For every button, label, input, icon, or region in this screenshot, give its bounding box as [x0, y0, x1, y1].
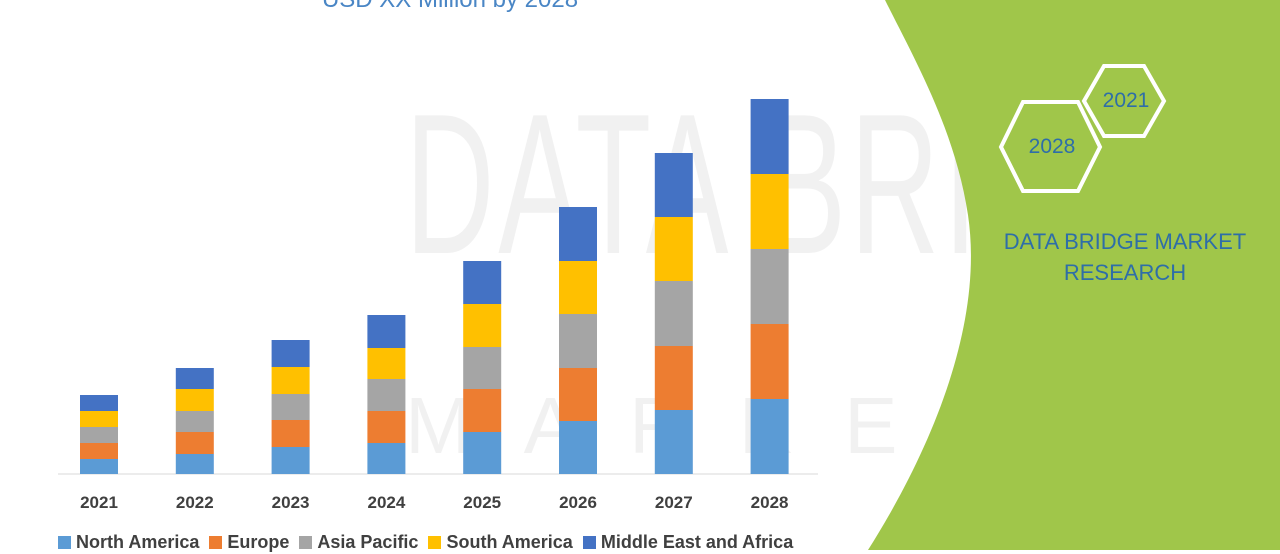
bar-europe-2023 [271, 420, 310, 447]
x-tick-label: 2023 [272, 493, 310, 512]
bar-europe-2028 [750, 324, 789, 399]
legend-item: Asia Pacific [299, 532, 418, 553]
hexagon-label-2021: 2021 [1102, 89, 1150, 112]
bar-south-america-2022 [175, 389, 214, 411]
bar-north-america-2023 [271, 447, 310, 474]
legend-label: Europe [227, 531, 290, 552]
bar-north-america-2025 [463, 432, 502, 474]
chart-legend: North America Europe Asia Pacific South Ame… [58, 530, 803, 554]
bar-asia-pacific-2027 [654, 281, 693, 346]
x-tick-label: 2024 [367, 493, 405, 512]
x-tick-label: 2028 [751, 493, 789, 512]
bar-south-america-2023 [271, 367, 310, 394]
legend-item: North America [58, 532, 199, 553]
bar-south-america-2027 [654, 217, 693, 281]
bar-north-america-2026 [559, 421, 597, 474]
bar-north-america-2022 [175, 454, 214, 474]
bar-middle-east-and-africa-2026 [559, 207, 597, 261]
legend-swatch [299, 535, 313, 549]
bar-south-america-2025 [463, 304, 502, 347]
bar-middle-east-and-africa-2027 [654, 153, 693, 217]
x-tick-label: 2021 [80, 493, 118, 512]
brand-name-line1: DATA BRIDGE MARKET [1003, 229, 1247, 254]
hexagon-2021 [1081, 64, 1167, 138]
bar-asia-pacific-2023 [271, 394, 310, 420]
bar-middle-east-and-africa-2023 [271, 340, 310, 367]
legend-label: North America [76, 531, 200, 552]
bar-asia-pacific-2022 [175, 411, 214, 432]
legend-item: Middle East and Africa [582, 531, 794, 553]
legend-item: South America [428, 531, 573, 553]
bar-europe-2026 [559, 368, 597, 421]
bar-europe-2025 [463, 389, 502, 432]
x-tick-label: 2025 [463, 493, 501, 512]
bar-middle-east-and-africa-2022 [175, 368, 214, 389]
bar-asia-pacific-2024 [367, 379, 406, 411]
bar-asia-pacific-2028 [750, 249, 789, 324]
brand-name: DATA BRIDGE MARKET RESEARCH [985, 226, 1265, 288]
bar-asia-pacific-2021 [80, 427, 118, 443]
bar-europe-2027 [654, 346, 693, 410]
bar-middle-east-and-africa-2024 [367, 315, 406, 348]
legend-item: Europe [209, 532, 289, 553]
bar-south-america-2026 [559, 261, 597, 314]
chart-title: USD XX Million by 2028 [200, 0, 700, 14]
bar-middle-east-and-africa-2021 [80, 395, 118, 411]
x-tick-label: 2026 [559, 493, 597, 512]
legend-swatch [582, 535, 596, 549]
x-tick-label: 2027 [655, 493, 693, 512]
legend-label: South America [446, 531, 573, 552]
bar-middle-east-and-africa-2025 [463, 261, 502, 304]
bar-europe-2022 [175, 432, 214, 454]
x-tick-label: 2022 [176, 493, 214, 512]
bar-south-america-2024 [367, 348, 406, 379]
bar-south-america-2021 [80, 411, 118, 427]
brand-panel-shape [868, 0, 1280, 550]
bar-middle-east-and-africa-2028 [750, 99, 789, 174]
bar-north-america-2028 [750, 399, 789, 474]
bar-asia-pacific-2026 [559, 314, 597, 368]
bar-north-america-2021 [80, 459, 118, 474]
bar-south-america-2028 [750, 174, 789, 249]
bar-north-america-2027 [654, 410, 693, 474]
legend-label: Asia Pacific [317, 531, 419, 552]
legend-swatch [428, 535, 442, 549]
bar-europe-2024 [367, 411, 406, 443]
bar-north-america-2024 [367, 443, 406, 474]
brand-name-line2: RESEARCH [1063, 260, 1187, 285]
bar-asia-pacific-2025 [463, 347, 502, 389]
hexagon-label-2028: 2028 [1028, 135, 1076, 158]
legend-label: Middle East and Africa [600, 531, 794, 552]
bar-europe-2021 [80, 443, 118, 459]
hexagon-2028 [998, 100, 1103, 193]
legend-swatch [58, 535, 71, 549]
legend-swatch [209, 535, 223, 549]
